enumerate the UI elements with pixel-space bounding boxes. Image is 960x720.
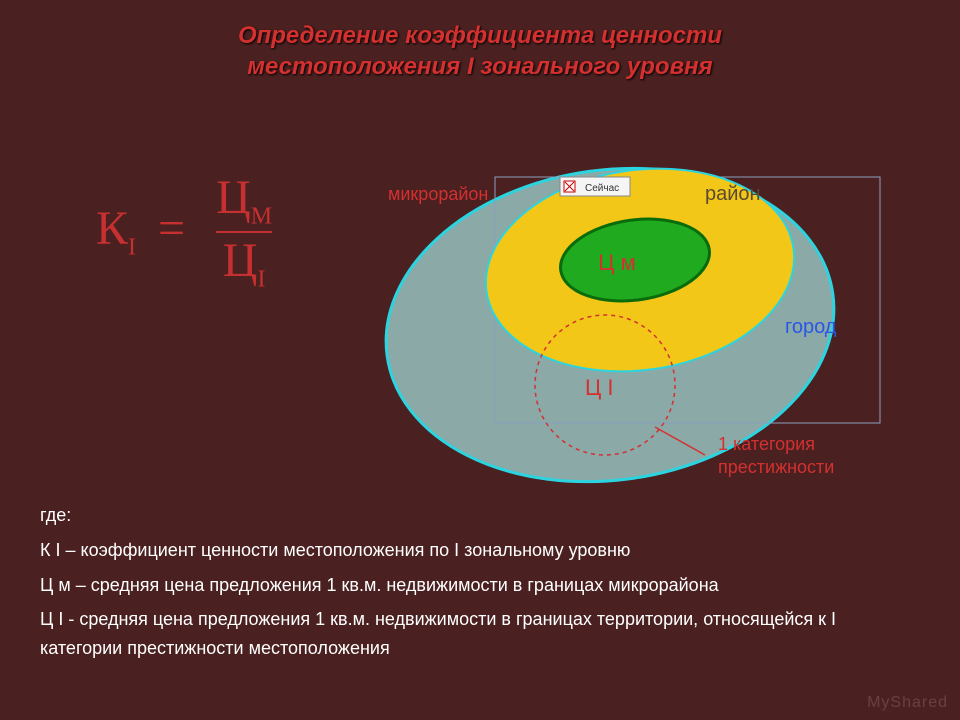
diagram-svg: микрорайон район город Ц м Ц I 1 категор… bbox=[380, 115, 900, 485]
formula-K-sub: I bbox=[128, 235, 136, 261]
label-cat1b: престижности bbox=[718, 457, 834, 477]
title-line-2: местоположения I зонального уровня bbox=[247, 53, 712, 80]
legend: где: К I – коэффициент ценности местопол… bbox=[40, 495, 900, 669]
formula-equals: = bbox=[148, 202, 195, 255]
formula-numerator: Ц bbox=[216, 171, 251, 224]
formula: КI = ЦМ ЦI bbox=[95, 170, 287, 293]
label-district: район bbox=[705, 183, 761, 205]
zone-diagram: микрорайон район город Ц м Ц I 1 категор… bbox=[380, 115, 900, 485]
slide: Определение коэффициента ценности местоп… bbox=[0, 0, 960, 720]
legend-line-3: Ц I - средняя цена предложения 1 кв.м. н… bbox=[40, 605, 900, 663]
label-city: город bbox=[785, 316, 837, 338]
formula-num-sub: М bbox=[251, 204, 272, 230]
watermark: MyShared bbox=[867, 694, 948, 712]
label-icon: Сейчас bbox=[585, 183, 619, 194]
legend-heading: где: bbox=[40, 501, 900, 530]
label-cat1a: 1 категория bbox=[718, 434, 815, 454]
label-tsi: Ц I bbox=[585, 375, 614, 400]
legend-line-2: Ц м – средняя цена предложения 1 кв.м. н… bbox=[40, 571, 900, 600]
formula-denominator: Ц bbox=[223, 234, 258, 287]
slide-title: Определение коэффициента ценности местоп… bbox=[0, 20, 960, 82]
title-line-1: Определение коэффициента ценности bbox=[238, 22, 722, 49]
label-micro: микрорайон bbox=[388, 184, 488, 204]
legend-line-1: К I – коэффициент ценности местоположени… bbox=[40, 536, 900, 565]
formula-K: К bbox=[96, 202, 128, 255]
formula-den-sub: I bbox=[257, 266, 265, 292]
label-tsm: Ц м bbox=[598, 250, 636, 275]
